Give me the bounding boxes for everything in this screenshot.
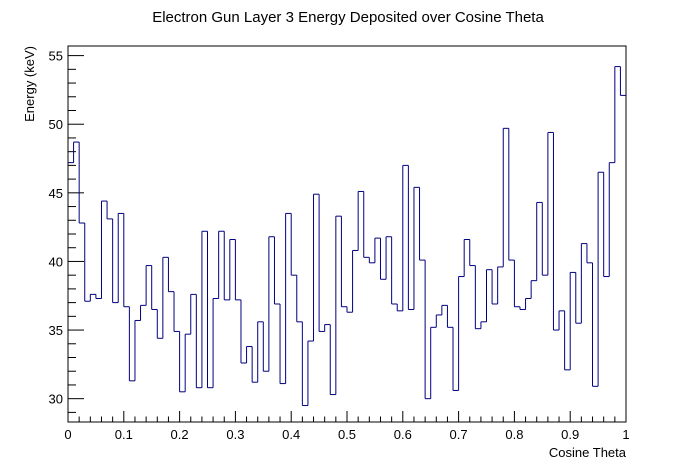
x-tick-label: 0.4 [282, 427, 300, 442]
histogram-series [68, 66, 626, 407]
x-tick-label: 0 [64, 427, 71, 442]
x-tick-label: 1 [622, 427, 629, 442]
y-axis: 30 35 40 45 50 55 [49, 49, 84, 413]
y-tick-label: 55 [49, 49, 63, 64]
x-tick-label: 0.7 [450, 427, 468, 442]
x-tick-label: 0.8 [505, 427, 523, 442]
y-tick-label: 40 [49, 254, 63, 269]
x-tick-label: 0.2 [171, 427, 189, 442]
x-tick-label: 0.6 [394, 427, 412, 442]
x-tick-label: 0.5 [338, 427, 356, 442]
y-tick-label: 50 [49, 117, 63, 132]
y-tick-label: 45 [49, 186, 63, 201]
x-tick-label: 0.3 [226, 427, 244, 442]
x-tick-label: 0.9 [561, 427, 579, 442]
x-axis-label: Cosine Theta [549, 445, 627, 460]
chart-title: Electron Gun Layer 3 Energy Deposited ov… [152, 9, 544, 26]
y-tick-label: 35 [49, 323, 63, 338]
x-tick-label: 0.1 [115, 427, 133, 442]
y-tick-label: 30 [49, 392, 63, 407]
y-axis-label: Energy (keV) [22, 46, 37, 122]
x-axis: 0 0.1 0.2 0.3 0.4 0.5 0.6 0.7 0.8 0.9 1 [64, 411, 630, 442]
